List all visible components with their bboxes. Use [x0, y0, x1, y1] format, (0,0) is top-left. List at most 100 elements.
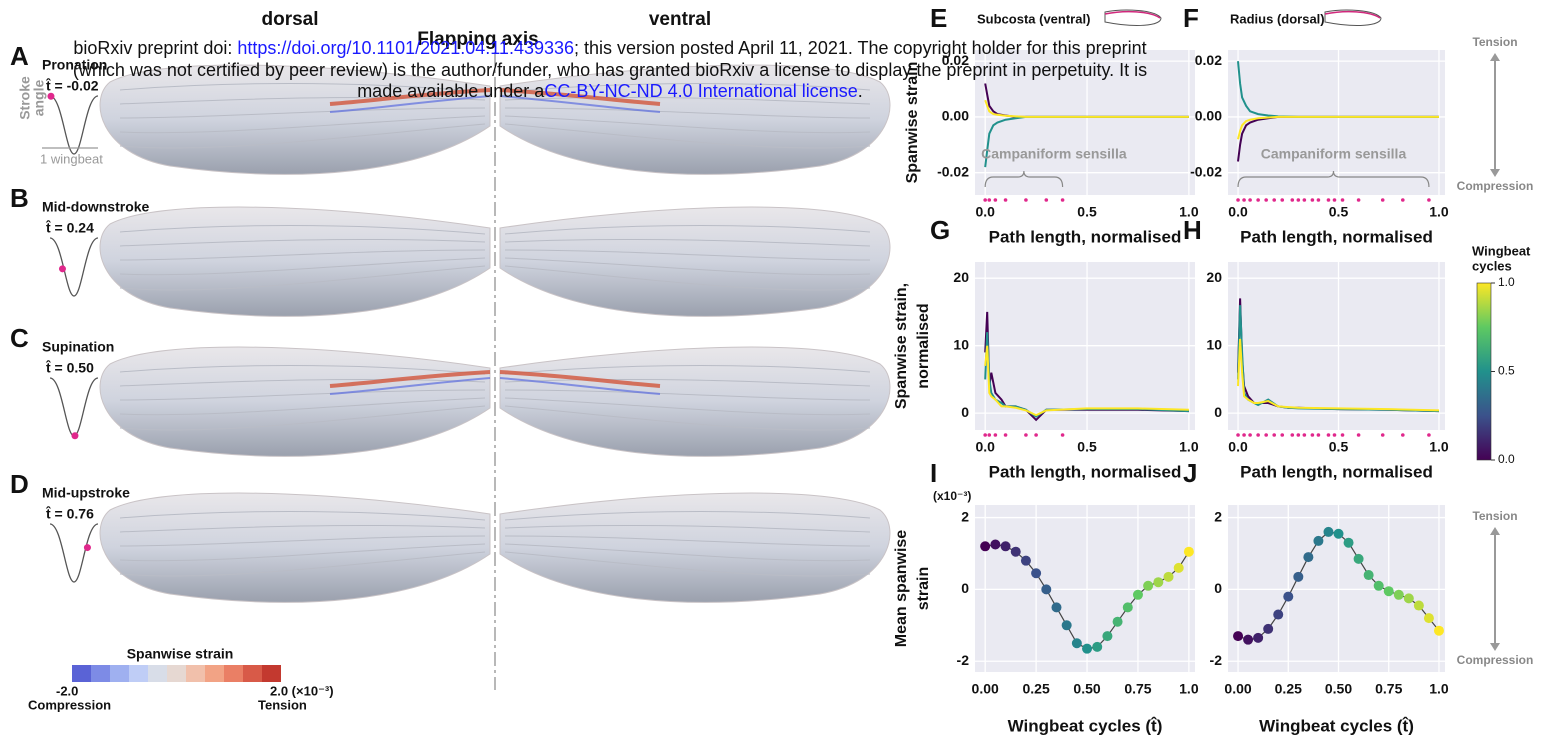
data-point [1363, 570, 1374, 581]
sensillum [1316, 433, 1321, 437]
sensillum [1326, 433, 1331, 437]
wing-vein [504, 397, 871, 416]
colorbar [1476, 282, 1492, 461]
wing [99, 346, 491, 457]
wing-vein [119, 511, 486, 521]
sensillum [1427, 198, 1431, 202]
chart: 0.0 0.5 1.0 0 10 20 G Path length, normalised Sp… [893, 215, 1199, 482]
wing-vein [119, 551, 486, 577]
colorbar-min: -2.0 [56, 683, 78, 698]
chart: 0.0 0.5 1.0 0 10 20 H Path length, normalised [1183, 215, 1449, 482]
x-tick-label: 0.50 [1073, 681, 1100, 697]
side-arrowhead [1490, 527, 1500, 535]
data-point [990, 539, 1001, 550]
wing-vein [504, 238, 871, 247]
panel-letter: D [10, 469, 29, 499]
wing-vein [504, 115, 871, 134]
wing-vein [119, 265, 486, 291]
y-tick-label: 10 [953, 336, 969, 352]
data-point [1082, 643, 1093, 654]
x-tick-label: 1.0 [1429, 204, 1449, 220]
colorbar-max-label: Tension [258, 697, 307, 712]
sensillum [1302, 433, 1307, 437]
wing-vein [504, 107, 871, 119]
data-point [1333, 528, 1344, 539]
stroke-curve [49, 237, 99, 297]
sensillum [1332, 198, 1337, 202]
plot-area [1228, 50, 1445, 195]
wing-vein [119, 107, 486, 119]
wing-icon-vein [1104, 10, 1161, 19]
plot-area [975, 50, 1195, 195]
series-line [1237, 115, 1439, 140]
chart: 0.0 0.5 1.0 -0.02 0.00 0.02 Campaniform sensil… [904, 3, 1199, 247]
strain-band [329, 370, 491, 388]
x-tick-label: 0.25 [1022, 681, 1049, 697]
data-point [1122, 602, 1133, 613]
panel-letter: B [10, 183, 29, 213]
watermark: bioRxiv preprint doi: https://doi.org/10… [73, 38, 1147, 101]
colorbar-title: Wingbeat [1472, 243, 1531, 258]
wing-vein [504, 225, 871, 235]
sensillum [983, 198, 987, 202]
watermark-text: . [858, 81, 863, 101]
data-point [1253, 632, 1264, 643]
watermark-text: (which was not certified by peer review)… [73, 60, 1147, 80]
sensillum [1340, 198, 1345, 202]
colorbar-swatch [167, 665, 186, 682]
sensillum [1340, 433, 1345, 437]
strain-band [499, 95, 661, 113]
axis-label: Flapping axis [417, 29, 538, 50]
y-tick-label: 20 [953, 269, 969, 285]
time-label: t̂ = 0.24 [45, 219, 94, 236]
annotation-brace [984, 170, 1064, 188]
data-point [1273, 609, 1284, 620]
data-point [1423, 613, 1434, 624]
wing [499, 492, 891, 603]
data-point [1243, 634, 1254, 645]
data-point [1393, 589, 1404, 600]
phase-label: Pronation [42, 57, 107, 73]
data-point [1143, 580, 1154, 591]
sensillum [993, 433, 998, 437]
stroke-curve [49, 523, 99, 583]
sensillum [1242, 198, 1246, 202]
data-point [1041, 584, 1052, 595]
data-point [1233, 631, 1244, 642]
x-tick-label: 0.25 [1275, 681, 1302, 697]
wing-vein [504, 378, 871, 387]
sensillum [1044, 198, 1049, 202]
y-axis-label: strain [915, 567, 932, 611]
wing-vein [504, 123, 871, 149]
side-arrowhead [1490, 53, 1500, 61]
wing-vein [504, 249, 871, 261]
sensillum [1003, 198, 1008, 202]
strain-band [329, 88, 491, 106]
sensillum [1280, 198, 1285, 202]
wing-vein [504, 389, 871, 401]
watermark-link[interactable]: https://doi.org/10.1101/2021.04.11.43933… [237, 38, 574, 58]
wing [499, 346, 891, 457]
watermark-link[interactable]: CC-BY-NC-ND 4.0 International license [544, 81, 857, 101]
sensillum [1296, 433, 1301, 437]
x-axis-label: Path length, normalised [989, 462, 1182, 481]
y-tick-label: 0.02 [1195, 52, 1222, 68]
x-tick-label: 0.5 [1077, 439, 1097, 455]
sensillum [1248, 433, 1252, 437]
y-tick-label: -2 [957, 652, 970, 668]
wing-vein [504, 365, 871, 375]
data-point [1433, 625, 1444, 636]
x-tick-label: 0.5 [1077, 204, 1097, 220]
wing [99, 64, 491, 175]
data-point [1132, 589, 1143, 600]
sensillum [1310, 433, 1315, 437]
wing-vein [504, 535, 871, 547]
wingbeat-label: 1 wingbeat [40, 151, 103, 166]
x-tick-label: 0.50 [1325, 681, 1352, 697]
sensillum [1316, 198, 1321, 202]
stroke-angle-label: angle [31, 80, 47, 117]
colorbar-tick-label: 0.0 [1498, 452, 1515, 466]
sensillum [1264, 198, 1268, 202]
x-axis-label: Path length, normalised [989, 227, 1182, 246]
